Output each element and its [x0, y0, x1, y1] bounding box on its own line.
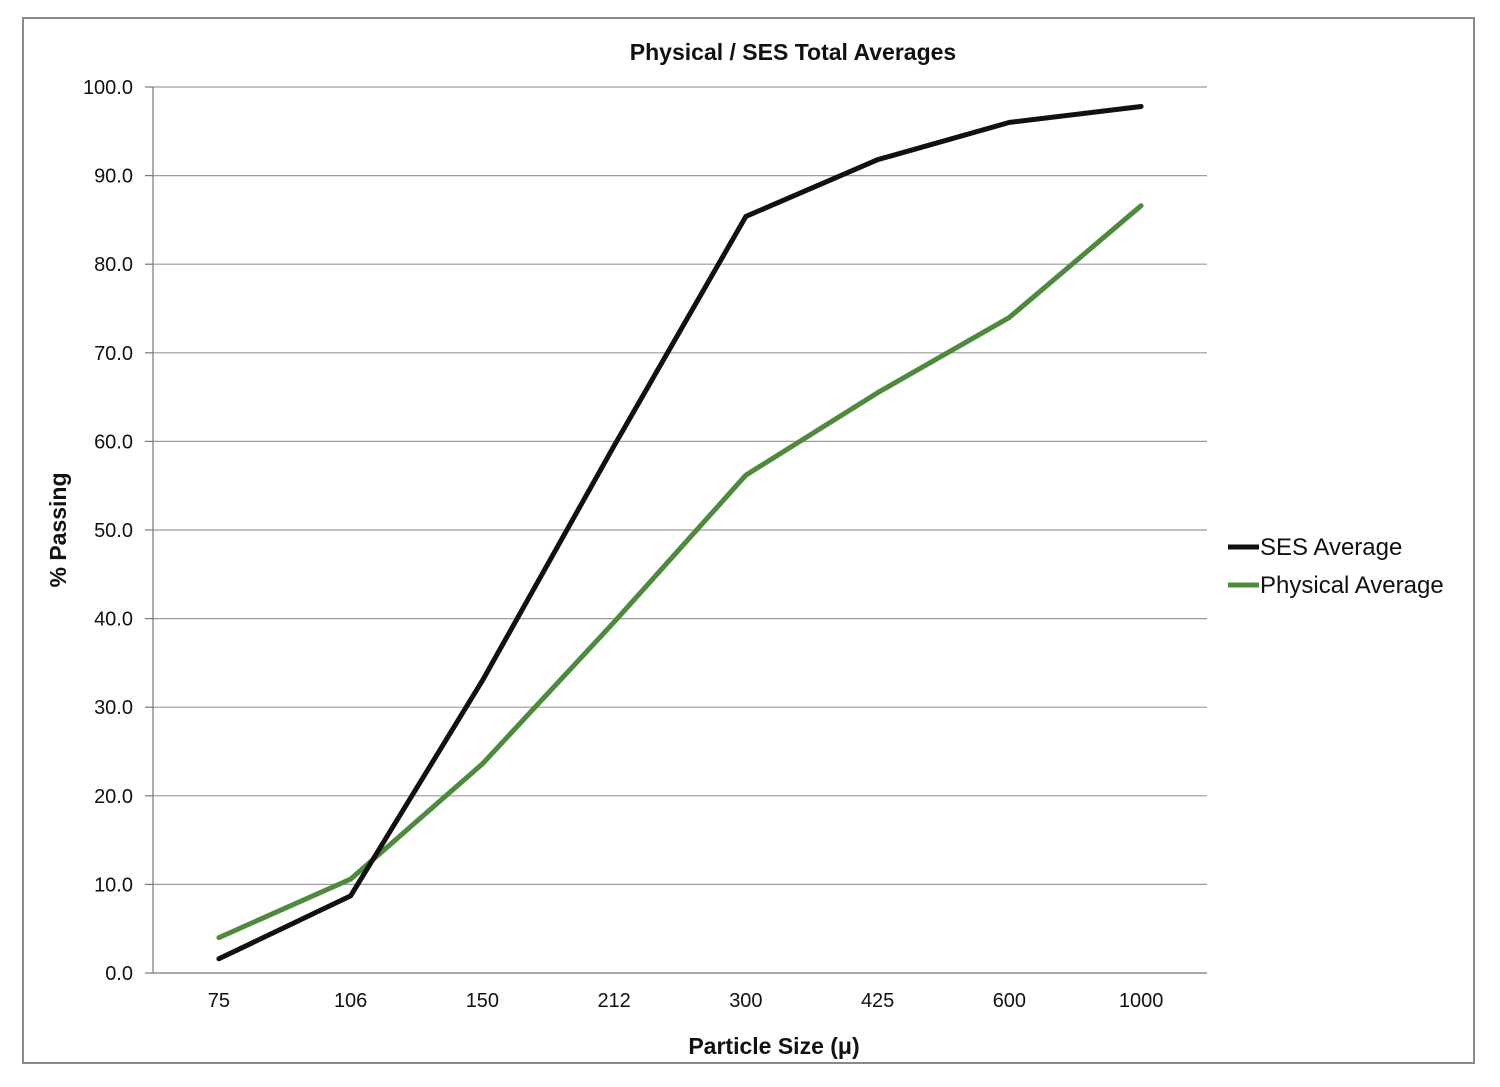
y-tick-label: 60.0: [94, 431, 133, 453]
y-tick-label: 50.0: [94, 520, 133, 542]
y-tick-label: 20.0: [94, 786, 133, 808]
legend-label: SES Average: [1260, 534, 1402, 561]
y-tick-label: 70.0: [94, 343, 133, 365]
legend: SES Average Physical Average: [1228, 534, 1444, 599]
x-tick-label: 425: [861, 990, 894, 1012]
y-tick-label: 40.0: [94, 609, 133, 631]
x-tick-label: 600: [993, 990, 1026, 1012]
x-tick-label: 75: [208, 990, 230, 1012]
series-lines: [216, 104, 1144, 962]
x-tick-label: 300: [729, 990, 762, 1012]
x-tick-label: 150: [466, 990, 499, 1012]
y-tick-label: 10.0: [94, 874, 133, 896]
series-line-ses-average: [216, 104, 1144, 962]
y-tick-label: 100.0: [83, 77, 133, 99]
y-tick-label: 30.0: [94, 697, 133, 719]
y-tick-label: 80.0: [94, 254, 133, 276]
chart-frame: [22, 17, 1475, 1064]
y-tick-label: 90.0: [94, 166, 133, 188]
y-axis-title: % Passing: [45, 472, 71, 587]
x-tick-label: 106: [334, 990, 367, 1012]
y-tick-labels: 0.0 10.0 20.0 30.0 40.0 50.0 60.0 70.0 80.0 90.0 1…: [83, 77, 133, 985]
y-tick-label: 0.0: [105, 963, 133, 985]
x-tick-label: 212: [597, 990, 630, 1012]
chart-title: Physical / SES Total Averages: [630, 39, 956, 65]
gridlines: [145, 86, 1207, 974]
x-tick-label: 1000: [1119, 990, 1164, 1012]
x-tick-labels: 75 106 150 212 300 425 600 1000: [208, 990, 1164, 1012]
series-line-physical-average: [216, 203, 1144, 941]
legend-label: Physical Average: [1260, 572, 1444, 599]
x-axis-title: Particle Size (μ): [688, 1033, 859, 1059]
